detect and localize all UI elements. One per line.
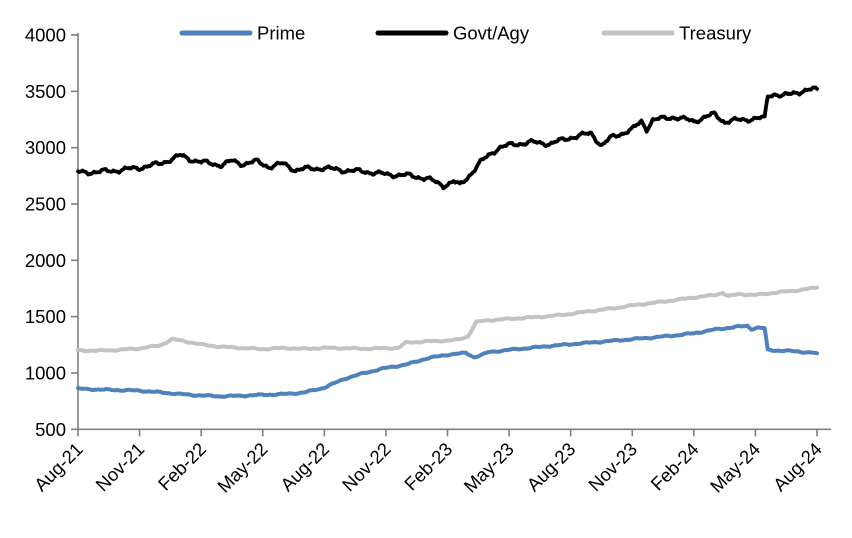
x-tick-label: Feb-22 [154,438,210,494]
series-line-govt-agy [76,85,819,191]
y-tick-label: 4000 [25,25,66,46]
x-tick-label: Aug-24 [769,438,826,495]
x-tick-label: Nov-21 [91,438,148,495]
x-tick-label: Nov-22 [338,438,395,495]
legend-label-treasury: Treasury [679,23,752,44]
legend-label-govt-agy: Govt/Agy [453,23,530,44]
x-tick-label: Feb-23 [400,438,456,494]
x-tick-label: Aug-21 [30,438,87,495]
y-tick-label: 1000 [25,362,66,383]
series-line-treasury [76,285,819,354]
x-tick-label: May-24 [706,438,764,496]
series-line-prime [76,323,819,399]
y-tick-label: 2500 [25,193,66,214]
x-tick-label: Aug-22 [276,438,333,495]
y-tick-label: 1500 [25,306,66,327]
legend-label-prime: Prime [257,23,305,44]
y-tick-label: 3000 [25,137,66,158]
y-tick-label: 2000 [25,250,66,271]
y-tick-label: 3500 [25,81,66,102]
x-tick-label: May-22 [213,438,271,496]
x-tick-label: Nov-23 [584,438,641,495]
x-tick-label: Feb-24 [646,438,702,494]
y-tick-label: 500 [35,419,66,440]
x-tick-label: May-23 [459,438,517,496]
x-tick-label: Aug-23 [522,438,579,495]
